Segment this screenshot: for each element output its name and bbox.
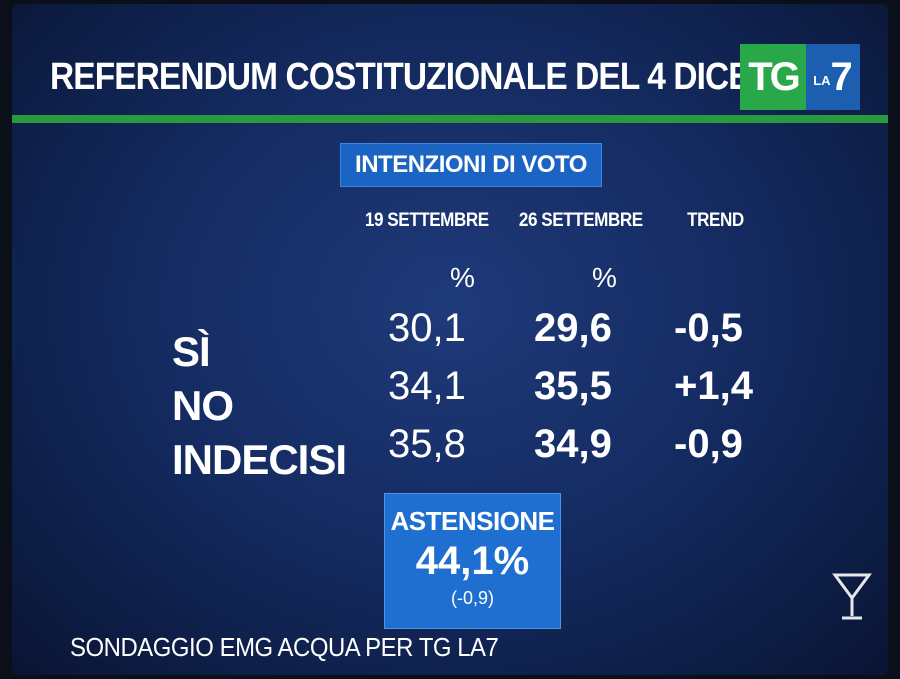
column-header-19-settembre: 19 SETTEMBRE [364,210,489,231]
logo-la7: LA 7 [806,44,860,110]
cell-indecisi-trend: -0,9 [674,422,743,466]
cell-no-19-settembre: 34,1 [388,364,466,408]
cell-si-trend: -0,5 [674,306,743,350]
percent-symbol-col1: % [450,262,475,293]
abstention-delta: (-0,9) [450,588,494,608]
abstention-box: ASTENSIONE 44,1% (-0,9) [384,493,561,629]
cell-no-trend: +1,4 [674,364,753,408]
row-label-indecisi: INDECISI [172,436,347,483]
column-header-trend: TREND [687,210,744,231]
tv-screen: REFERENDUM COSTITUZIONALE DEL 4 DICEMBRE… [12,4,888,675]
cell-indecisi-26-settembre: 34,9 [534,422,612,466]
tg-la7-logo: TG LA 7 [740,44,860,110]
row-label-si: SÌ [172,328,211,375]
column-header-26-settembre: 26 SETTEMBRE [518,210,643,231]
logo-la-text: LA [813,72,831,88]
logo-seven-text: 7 [830,54,853,99]
row-label-no: NO [172,382,234,429]
abstention-value: 44,1% [415,539,530,583]
section-title: INTENZIONI DI VOTO [340,143,602,187]
cell-no-26-settembre: 35,5 [534,364,612,408]
page-title: REFERENDUM COSTITUZIONALE DEL 4 DICEMBRE [50,56,846,98]
cell-si-19-settembre: 30,1 [388,306,466,350]
percent-symbol-col2: % [592,262,617,293]
cocktail-glass-icon [832,573,872,620]
cell-si-26-settembre: 29,6 [534,306,612,350]
source-footer: SONDAGGIO EMG ACQUA PER TG LA7 [70,632,499,662]
header-divider [12,115,888,123]
logo-tg: TG [740,44,806,110]
cell-indecisi-19-settembre: 35,8 [388,422,466,466]
abstention-label: ASTENSIONE [390,506,555,536]
